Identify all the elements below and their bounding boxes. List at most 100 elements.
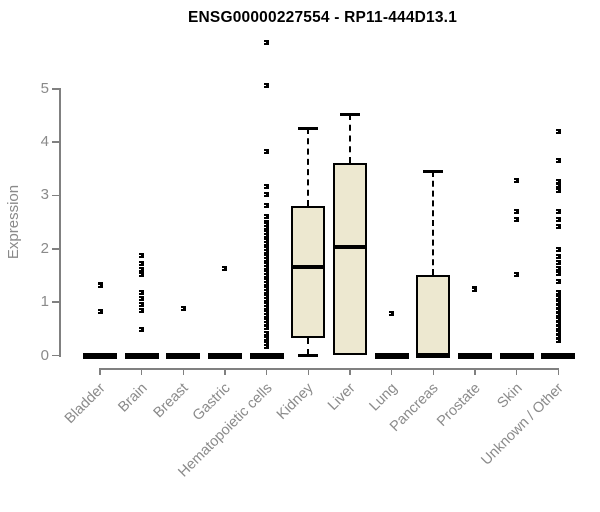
lower-whisker-cap bbox=[298, 354, 319, 357]
outlier-point bbox=[139, 272, 145, 278]
outlier-point bbox=[264, 315, 270, 321]
outlier-point bbox=[264, 82, 270, 88]
outlier-point bbox=[514, 209, 520, 215]
y-tick-label: 4 bbox=[40, 133, 49, 151]
outlier-point bbox=[555, 320, 561, 326]
outlier-point bbox=[139, 326, 145, 332]
outlier-point bbox=[264, 238, 270, 244]
outlier-point bbox=[555, 294, 561, 300]
upper-whisker bbox=[348, 114, 351, 164]
outlier-point bbox=[264, 278, 270, 284]
outlier-point bbox=[555, 308, 561, 314]
outlier-point bbox=[264, 335, 270, 341]
y-tick-label: 3 bbox=[40, 186, 49, 204]
y-axis-tick bbox=[52, 301, 59, 303]
outlier-point bbox=[264, 343, 270, 349]
x-axis-tick bbox=[474, 368, 476, 375]
chart-title: ENSG00000227554 - RP11-444D13.1 bbox=[187, 9, 458, 26]
outlier-point bbox=[264, 259, 270, 265]
lower-whisker bbox=[307, 337, 310, 356]
outlier-point bbox=[555, 265, 561, 271]
outlier-point bbox=[514, 217, 520, 223]
outlier-point bbox=[264, 318, 270, 324]
x-axis-tick bbox=[182, 368, 185, 375]
outlier-point bbox=[264, 254, 270, 260]
x-axis-tick bbox=[307, 368, 310, 375]
outlier-point bbox=[264, 296, 270, 302]
outlier-point bbox=[139, 301, 145, 307]
outlier-point bbox=[264, 283, 270, 289]
outlier-point bbox=[139, 295, 145, 301]
outlier-point bbox=[97, 309, 103, 315]
x-axis-tick bbox=[349, 368, 351, 375]
outlier-point bbox=[555, 183, 561, 189]
outlier-point bbox=[264, 219, 270, 225]
outlier-point bbox=[139, 308, 145, 314]
boxplot-collapsed-box bbox=[457, 352, 492, 359]
x-axis-tick bbox=[99, 368, 101, 375]
outlier-point bbox=[264, 214, 270, 220]
outlier-point bbox=[264, 267, 270, 273]
upper-whisker bbox=[307, 128, 310, 207]
outlier-point bbox=[264, 227, 270, 233]
y-axis-line bbox=[59, 87, 61, 357]
outlier-point bbox=[264, 222, 270, 228]
outlier-point bbox=[555, 179, 561, 185]
y-axis-tick bbox=[52, 248, 59, 250]
x-axis-line bbox=[99, 368, 560, 370]
outlier-point bbox=[264, 302, 270, 308]
outlier-point bbox=[555, 157, 561, 163]
outlier-point bbox=[264, 280, 270, 286]
y-axis-tick bbox=[52, 354, 59, 357]
outlier-point bbox=[555, 316, 561, 322]
outlier-point bbox=[139, 260, 145, 266]
upper-whisker-cap bbox=[298, 126, 319, 130]
y-tick-label: 2 bbox=[40, 239, 49, 257]
boxplot-collapsed-box bbox=[499, 352, 534, 359]
outlier-point bbox=[264, 256, 270, 262]
median-line bbox=[291, 264, 326, 269]
outlier-point bbox=[97, 283, 103, 289]
outlier-point bbox=[555, 224, 561, 230]
outlier-point bbox=[264, 294, 270, 300]
box bbox=[332, 163, 367, 356]
boxplot-collapsed-box bbox=[166, 352, 201, 359]
outlier-point bbox=[264, 340, 270, 346]
outlier-point bbox=[264, 320, 270, 326]
boxplot-collapsed-box bbox=[207, 352, 242, 359]
outlier-point bbox=[264, 184, 270, 190]
outlier-point bbox=[555, 217, 561, 223]
outlier-point bbox=[555, 325, 561, 331]
x-axis-tick bbox=[432, 368, 435, 375]
outlier-point bbox=[264, 39, 270, 45]
outlier-point bbox=[139, 266, 145, 272]
outlier-point bbox=[472, 286, 478, 292]
outlier-point bbox=[264, 248, 270, 254]
x-axis-tick bbox=[390, 368, 393, 375]
outlier-point bbox=[180, 305, 186, 311]
outlier-point bbox=[264, 235, 270, 241]
outlier-point bbox=[264, 310, 270, 316]
outlier-point bbox=[264, 192, 270, 198]
plot-area: 0 1 2 3 4 5 Bladder Brain Breast Gastric Hematopoi… bbox=[40, 39, 576, 481]
x-axis-tick bbox=[557, 368, 559, 375]
upper-whisker-cap bbox=[339, 112, 360, 116]
outlier-point bbox=[264, 270, 270, 276]
outlier-point bbox=[514, 178, 520, 183]
outlier-point bbox=[264, 286, 270, 292]
outlier-point bbox=[264, 149, 270, 155]
y-tick-label: 1 bbox=[40, 293, 49, 311]
median-line bbox=[332, 245, 367, 250]
outlier-point bbox=[555, 312, 561, 318]
outlier-point bbox=[555, 329, 561, 335]
outlier-point bbox=[555, 289, 561, 295]
boxplot-collapsed-box bbox=[541, 352, 576, 359]
outlier-point bbox=[555, 299, 561, 305]
outlier-point bbox=[555, 333, 561, 339]
outlier-point bbox=[139, 252, 145, 258]
outlier-point bbox=[264, 330, 270, 336]
x-axis-tick bbox=[265, 368, 268, 375]
y-tick-label: 0 bbox=[40, 346, 49, 364]
x-axis-tick bbox=[515, 368, 518, 375]
outlier-point bbox=[555, 129, 561, 135]
